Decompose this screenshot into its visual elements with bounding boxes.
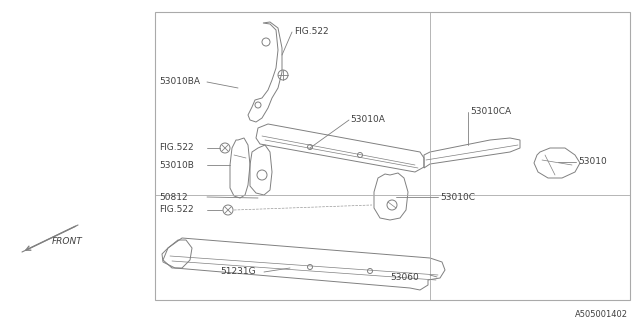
Bar [155, 12, 630, 300]
Text: FIG.522: FIG.522 [159, 143, 194, 153]
Text: 51231G: 51231G [220, 268, 255, 276]
Text: 50812: 50812 [159, 193, 188, 202]
Text: 53010CA: 53010CA [470, 108, 511, 116]
Text: 53010C: 53010C [440, 193, 475, 202]
Text: 53010: 53010 [578, 157, 607, 166]
Text: 53010A: 53010A [350, 116, 385, 124]
Text: A505001402: A505001402 [575, 310, 628, 319]
Text: FIG.522: FIG.522 [294, 28, 328, 36]
Text: 53010B: 53010B [159, 161, 194, 170]
Text: FRONT: FRONT [52, 237, 83, 246]
Text: 53060: 53060 [390, 273, 419, 282]
Text: 53010BA: 53010BA [159, 77, 200, 86]
Text: FIG.522: FIG.522 [159, 205, 194, 214]
